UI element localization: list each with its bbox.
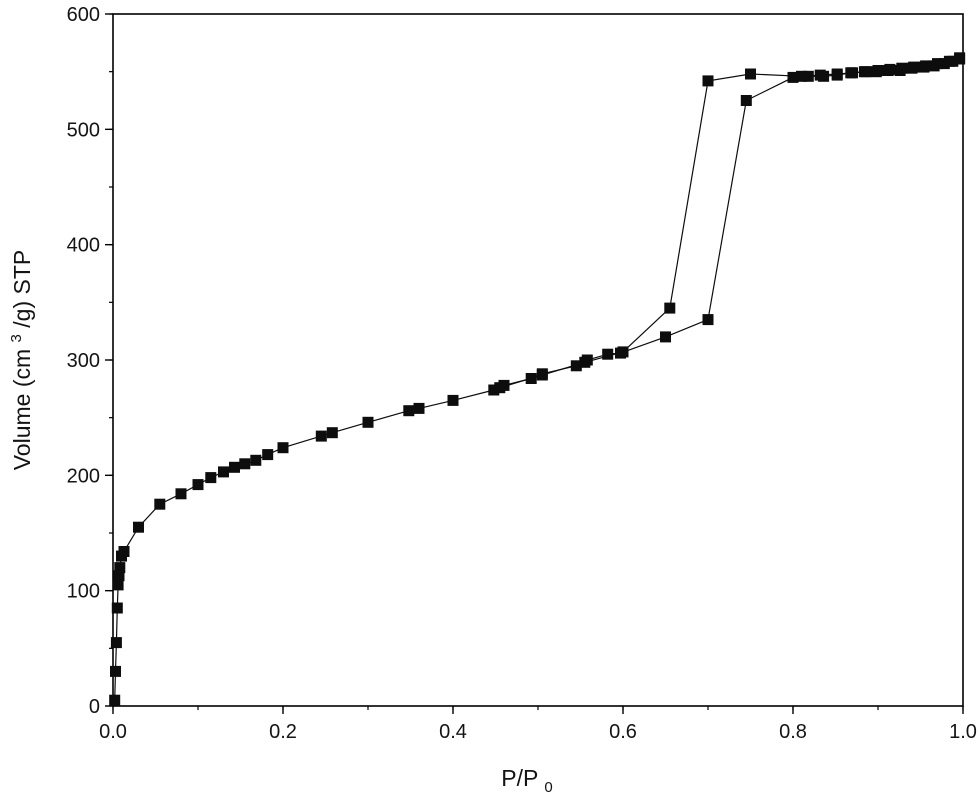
series-adsorption-marker [154, 498, 166, 510]
y-tick-label: 0 [89, 696, 100, 718]
series-desorption-marker [579, 356, 591, 368]
series-desorption-marker [536, 369, 548, 381]
series-adsorption-marker [175, 488, 187, 500]
series-adsorption-marker [362, 416, 374, 428]
series-adsorption-marker [250, 454, 262, 466]
series-adsorption-marker [315, 430, 327, 442]
series-desorption-marker [896, 62, 908, 74]
series-adsorption-marker [229, 461, 240, 473]
series-desorption-marker [847, 67, 858, 79]
series-desorption-marker [494, 382, 506, 394]
series-adsorption-marker [205, 472, 217, 484]
x-axis-label-subscript: 0 [544, 779, 552, 796]
y-tick-label: 600 [67, 4, 100, 26]
series-desorption-marker [796, 70, 807, 82]
series-adsorption-marker [218, 466, 229, 478]
series-adsorption-marker [277, 442, 289, 454]
series-adsorption-marker [111, 602, 123, 614]
y-tick-label: 200 [67, 465, 100, 487]
x-tick-label: 0.4 [439, 721, 467, 743]
series-adsorption-marker [239, 458, 251, 470]
series-desorption-line [499, 57, 960, 389]
x-tick-label: 0.0 [99, 721, 127, 743]
x-axis-label: P/P 0 [501, 765, 552, 796]
series-adsorption-marker [702, 314, 714, 326]
series-adsorption-marker [112, 579, 124, 591]
series-desorption-marker [702, 75, 714, 87]
series-desorption-marker [814, 69, 826, 81]
series-adsorption-marker [110, 665, 121, 677]
series-adsorption-marker [602, 348, 614, 360]
series-desorption-marker [860, 66, 872, 78]
series-desorption-marker [664, 302, 676, 314]
series-desorption-marker [617, 346, 629, 358]
series-desorption-marker [932, 58, 943, 70]
x-tick-label: 0.2 [269, 721, 297, 743]
series-desorption-marker [943, 55, 955, 67]
series-adsorption-marker [403, 405, 415, 417]
series-adsorption-marker [262, 449, 274, 461]
y-axis-label-prefix: Volume (cm [9, 349, 35, 470]
series-desorption-marker [954, 52, 966, 64]
y-axis-label: Volume (cm 3 /g) STP [0, 250, 35, 471]
series-adsorption-marker [326, 427, 338, 439]
series-adsorption-marker [740, 95, 752, 106]
series-adsorption-marker [570, 360, 582, 372]
series-desorption-marker [908, 61, 920, 73]
series-adsorption-marker [660, 331, 671, 343]
plot-frame [112, 13, 964, 707]
y-tick-label: 500 [67, 119, 100, 141]
y-tick-label: 400 [67, 235, 100, 257]
y-tick-label: 100 [67, 581, 100, 603]
series-desorption-marker [872, 65, 884, 76]
series-adsorption-marker [110, 637, 122, 649]
x-axis-label-prefix: P/P [501, 765, 538, 791]
series-adsorption-marker [133, 521, 144, 533]
x-tick-label: 0.8 [779, 721, 807, 743]
series-adsorption-marker [192, 479, 204, 491]
x-tick-label: 0.6 [609, 721, 637, 743]
series-adsorption-marker [413, 402, 425, 414]
series-adsorption-marker [114, 562, 126, 574]
series-adsorption-marker [109, 694, 121, 706]
series-desorption-marker [884, 63, 896, 75]
series-adsorption-marker [447, 394, 459, 406]
series-adsorption-marker [488, 384, 500, 396]
y-axis-label-suffix: /g) STP [9, 250, 35, 328]
series-desorption-marker [920, 60, 932, 72]
series-adsorption-marker [787, 71, 799, 83]
series-adsorption-marker [118, 546, 130, 557]
series-adsorption-marker [113, 570, 125, 582]
series-desorption-marker [831, 68, 843, 80]
series-desorption-marker [745, 68, 756, 80]
x-tick-label: 1.0 [949, 721, 977, 743]
y-axis-label-superscript: 3 [8, 334, 25, 342]
y-tick-label: 300 [67, 350, 100, 372]
plot-area: 0.0 0.2 0.4 0.6 0.8 1.0 0 100 200 300 400 500 600 [67, 4, 977, 743]
